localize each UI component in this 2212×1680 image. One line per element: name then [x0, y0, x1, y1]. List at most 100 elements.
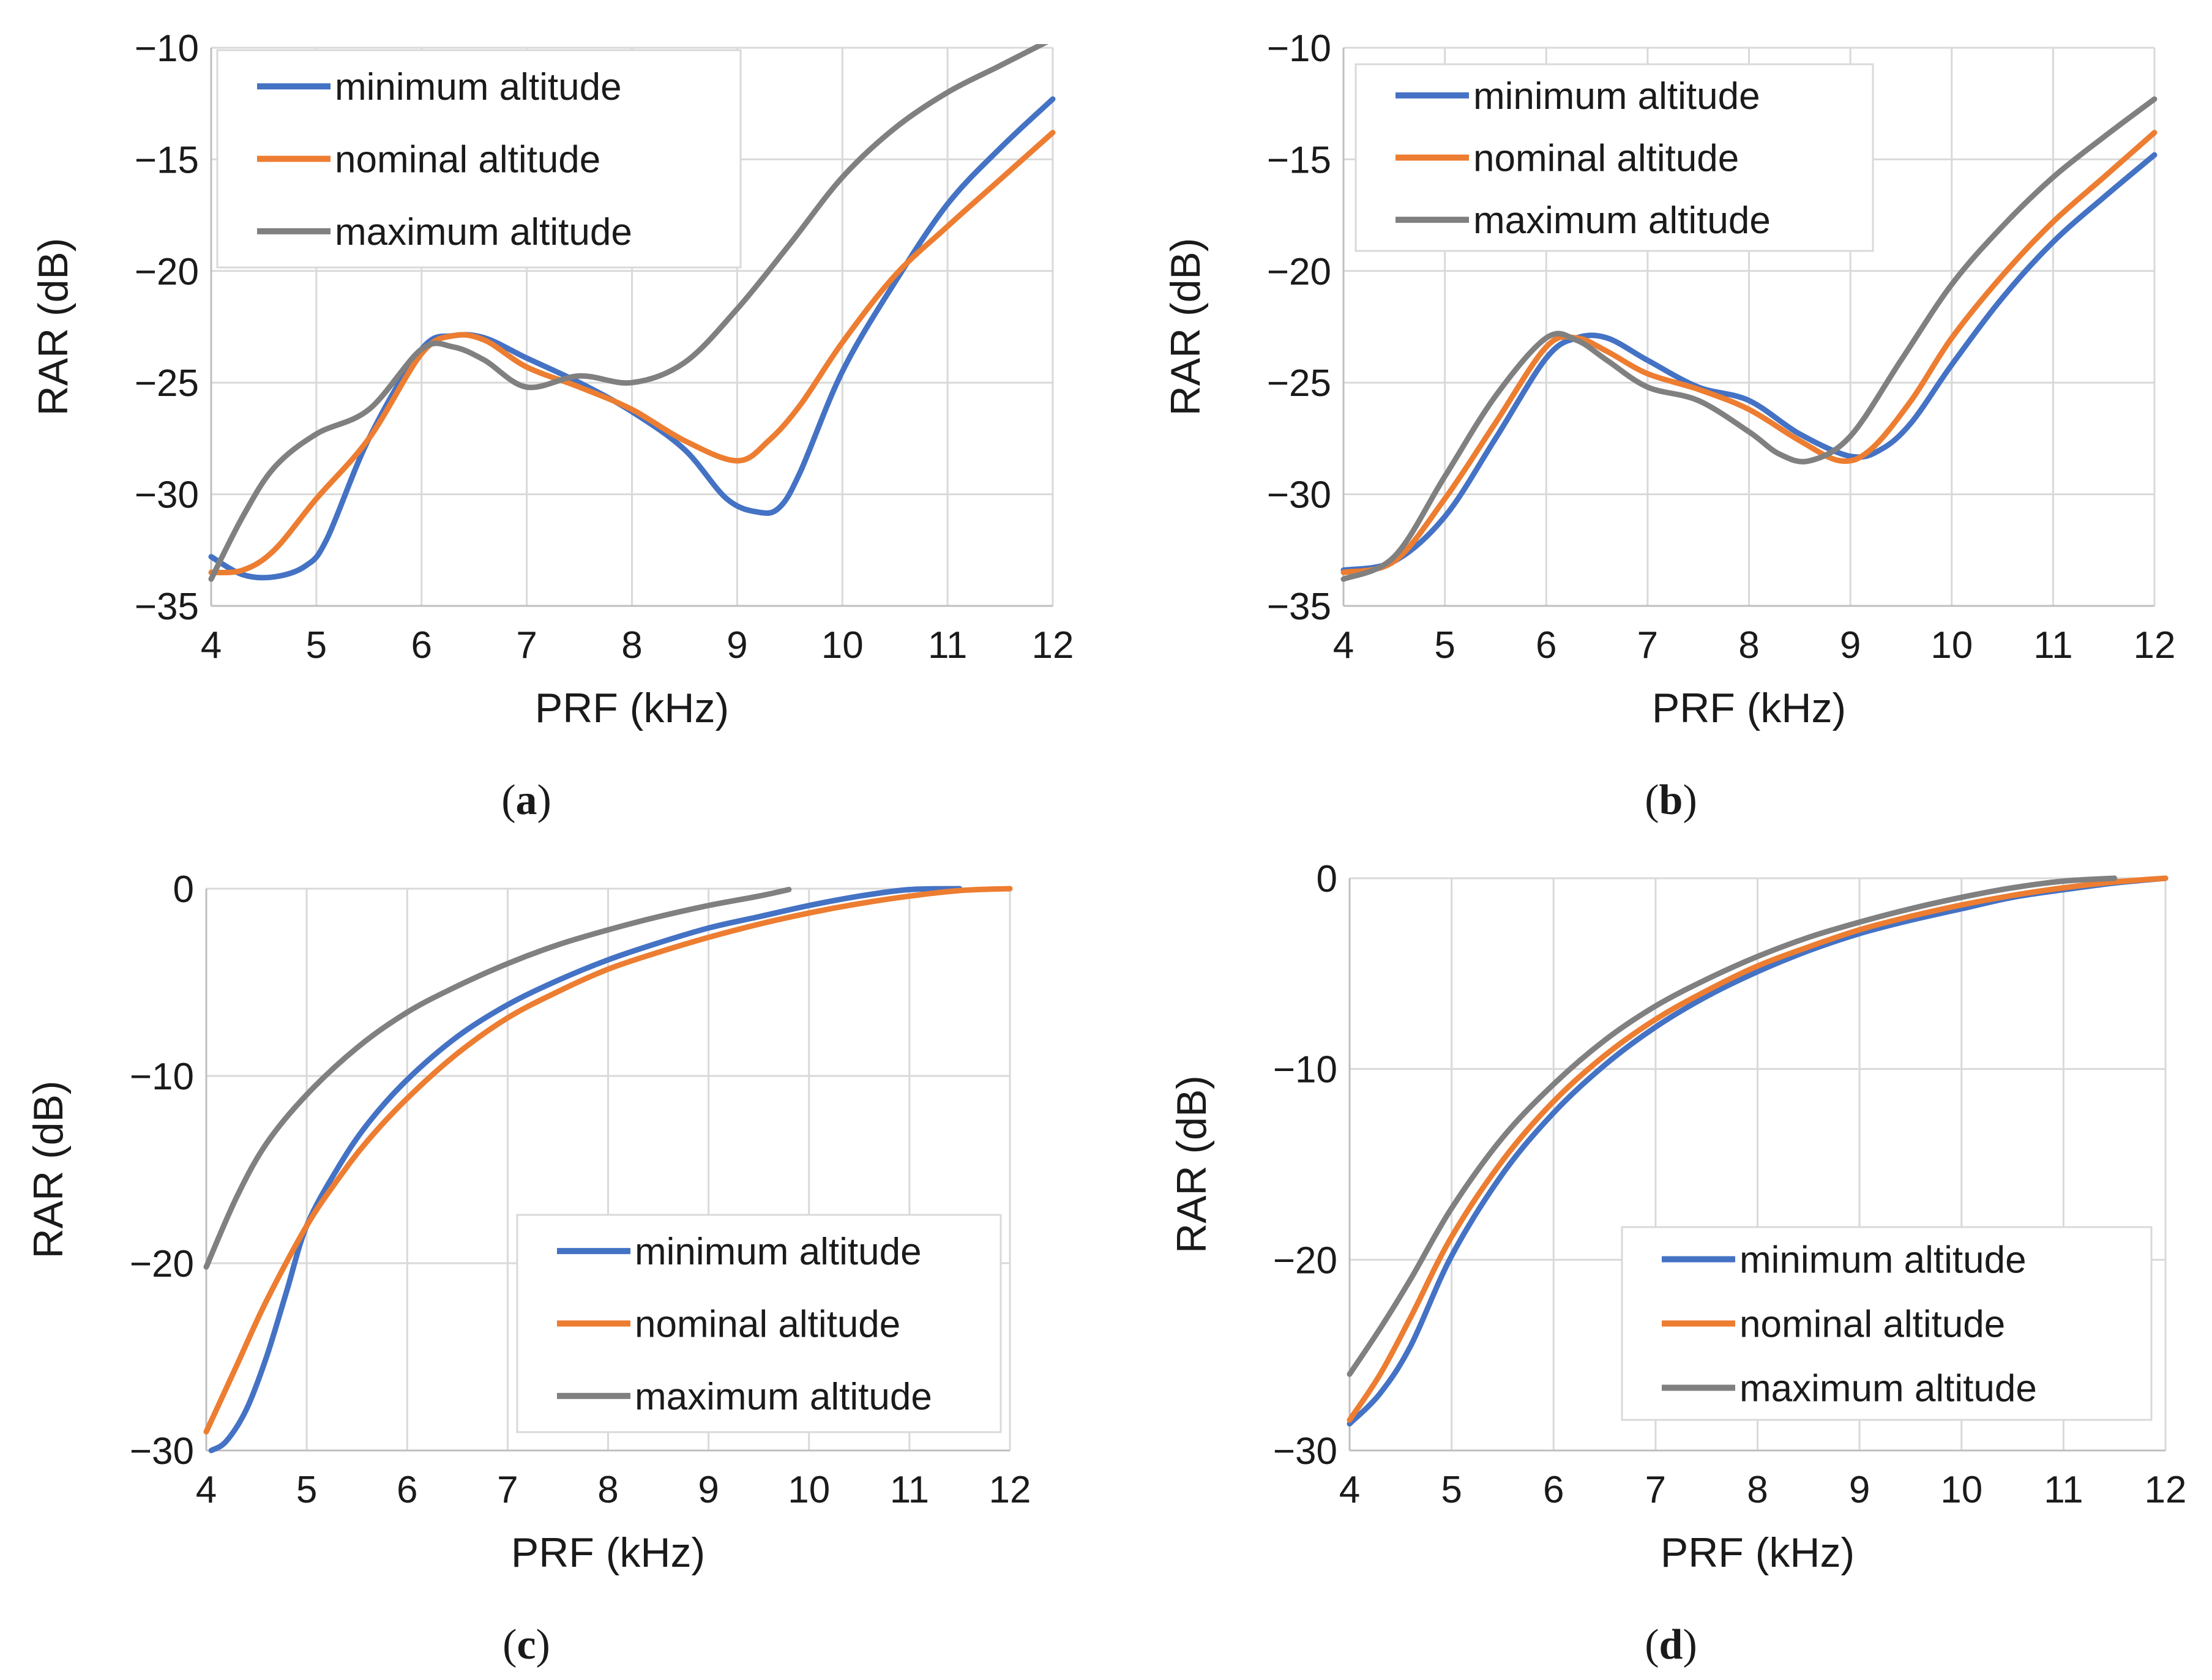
x-tick-label: 9 [1849, 1469, 1870, 1511]
legend-label: maximum altitude [635, 1376, 932, 1418]
legend-label: maximum altitude [335, 211, 632, 253]
caption-close: ) [537, 777, 551, 824]
legend: minimum altitude nominal altitude maximum … [1621, 1226, 2153, 1421]
x-tick-label: 9 [727, 624, 747, 666]
legend-label: nominal altitude [1473, 138, 1739, 180]
caption-letter: c [517, 1621, 536, 1668]
x-tick-label: 8 [1738, 624, 1759, 666]
x-tick-label: 12 [2145, 1469, 2187, 1511]
x-tick-label: 10 [1930, 624, 1973, 666]
x-tick-label: 11 [2033, 624, 2072, 666]
x-tick-label: 10 [788, 1469, 830, 1511]
caption-open: ( [1645, 1621, 1659, 1668]
y-tick-label: −35 [1267, 586, 1331, 628]
x-tick-label: 6 [1536, 624, 1556, 666]
y-axis-title: RAR (dB) [1168, 1075, 1215, 1253]
x-tick-label: 4 [1339, 1469, 1360, 1511]
x-tick-label: 9 [1840, 624, 1861, 666]
x-tick-label: 10 [821, 624, 864, 666]
x-axis-title: PRF (kHz) [511, 1529, 705, 1576]
legend-label: minimum altitude [1473, 75, 1760, 118]
x-tick-label: 12 [2134, 624, 2176, 666]
series-group [208, 44, 1056, 582]
x-tick-label: 5 [1441, 1469, 1462, 1511]
series-line-maximum-altitude [1347, 875, 2118, 1377]
series-line-nominal-altitude [1347, 875, 2169, 1423]
series-line-maximum-altitude [1340, 96, 2158, 582]
caption-letter: d [1659, 1621, 1683, 1668]
x-tick-label: 5 [1434, 624, 1455, 666]
legend-label: maximum altitude [1473, 200, 1771, 242]
series-group [1347, 875, 2169, 1427]
y-tick-label: −25 [135, 362, 199, 405]
x-tick-label: 8 [597, 1469, 618, 1511]
x-tick-label: 4 [1333, 624, 1354, 666]
x-tick-label: 12 [1032, 624, 1074, 666]
series-group [1340, 96, 2158, 582]
x-tick-label: 5 [296, 1469, 317, 1511]
series-line-nominal-altitude [203, 886, 1013, 1435]
x-axis-title: PRF (kHz) [535, 685, 729, 731]
legend: minimum altitude nominal altitude maximum … [516, 1214, 1002, 1433]
panel-caption: (d) [1645, 1621, 1697, 1668]
series-line-minimum-altitude [1340, 152, 2158, 573]
legend-label: maximum altitude [1739, 1368, 2037, 1410]
caption-close: ) [536, 1621, 550, 1668]
x-tick-label: 7 [516, 624, 537, 666]
series-line-minimum-altitude [208, 886, 963, 1454]
x-tick-label: 7 [497, 1469, 518, 1511]
y-tick-label: −20 [135, 251, 199, 293]
x-tick-label: 6 [397, 1469, 417, 1511]
x-tick-label: 5 [306, 624, 327, 666]
y-tick-label: −10 [1267, 28, 1331, 70]
y-axis-title: RAR (dB) [30, 238, 77, 416]
caption-open: ( [503, 1621, 517, 1668]
series-group [203, 886, 1013, 1454]
caption-close: ) [1683, 777, 1697, 824]
x-tick-label: 11 [2044, 1469, 2083, 1511]
panel-c: 4 5 6 7 8 9 10 11 12 −30 −20 −10 0 PRF (kHz) RAR (dB) m… [25, 868, 1031, 1668]
x-tick-label: 7 [1645, 1469, 1666, 1511]
y-tick-label: −20 [1267, 251, 1331, 293]
legend: minimum altitude nominal altitude maximum … [216, 49, 742, 269]
x-axis-title: PRF (kHz) [1652, 685, 1846, 731]
y-tick-label: −25 [1267, 362, 1331, 405]
panel-a: 4 5 6 7 8 9 10 11 12 −35 −30 −25 −20 −15 −10 PRF (kHz) R… [30, 28, 1074, 824]
y-tick-label: −10 [1273, 1049, 1337, 1091]
legend-label: nominal altitude [1739, 1304, 2005, 1346]
panel-caption: (b) [1645, 777, 1697, 824]
y-tick-label: 0 [173, 868, 194, 911]
legend-label: minimum altitude [1739, 1239, 2027, 1282]
x-tick-label: 8 [621, 624, 642, 666]
x-axis-title: PRF (kHz) [1661, 1529, 1855, 1576]
panel-caption: (a) [501, 777, 551, 824]
legend-label: minimum altitude [335, 66, 622, 108]
series-line-maximum-altitude [203, 887, 792, 1270]
caption-open: ( [501, 777, 515, 824]
y-tick-label: −30 [135, 474, 199, 517]
x-tick-label: 10 [1940, 1469, 1982, 1511]
legend-label: minimum altitude [635, 1231, 922, 1273]
y-tick-label: −20 [130, 1243, 194, 1285]
y-tick-label: −10 [135, 28, 199, 70]
y-axis-title: RAR (dB) [25, 1081, 72, 1259]
x-tick-label: 9 [698, 1469, 719, 1511]
legend-label: nominal altitude [335, 139, 600, 181]
y-tick-label: −35 [135, 586, 199, 628]
y-tick-label: −10 [130, 1056, 194, 1098]
x-tick-label: 4 [196, 1469, 217, 1511]
caption-open: ( [1645, 777, 1659, 824]
panel-b: 4 5 6 7 8 9 10 11 12 −35 −30 −25 −20 −15 −10 PRF (kHz) R… [1162, 28, 2175, 824]
x-tick-label: 11 [928, 624, 967, 666]
y-tick-label: −30 [1273, 1430, 1337, 1473]
x-tick-label: 12 [989, 1469, 1031, 1511]
panel-caption: (c) [503, 1621, 550, 1668]
series-line-nominal-altitude [208, 130, 1056, 576]
caption-close: ) [1683, 1621, 1697, 1668]
y-tick-label: −30 [1267, 474, 1331, 517]
series-line-nominal-altitude [1340, 130, 2158, 575]
x-tick-label: 4 [201, 624, 222, 666]
y-tick-label: −15 [1267, 139, 1331, 181]
x-tick-label: 11 [890, 1469, 929, 1511]
